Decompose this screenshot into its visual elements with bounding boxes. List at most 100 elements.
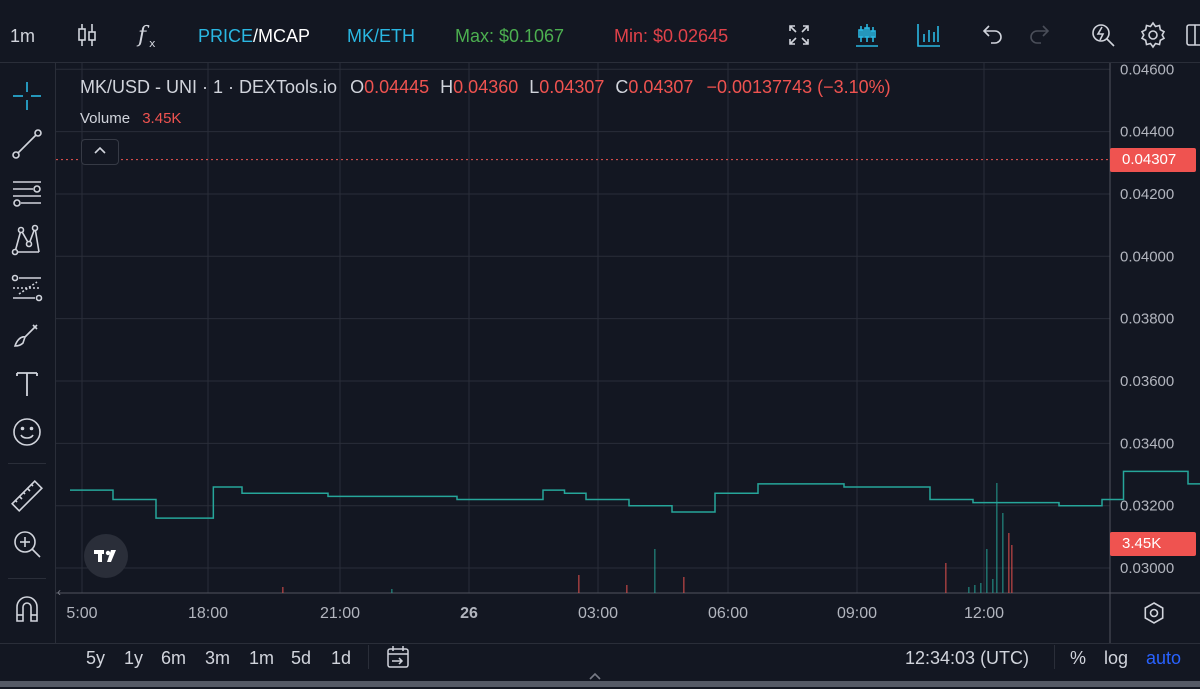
volume-label: Volume: [80, 110, 131, 127]
ohlc-legend: MK/USD - UNI · 1 · DEXTools.io O0.04445 …: [80, 77, 891, 98]
toolbar-separator-2: [8, 578, 46, 579]
price-chart[interactable]: 0.04600 0.04400 0.04200 0.04000 0.03800 0.036…: [56, 63, 1200, 643]
close-label: C: [615, 77, 629, 97]
scroll-left-chevron-icon[interactable]: ‹: [57, 585, 61, 599]
price-tick-label: 0.03600: [1120, 373, 1174, 390]
go-to-date-icon[interactable]: [384, 643, 412, 671]
quick-search-icon[interactable]: [1088, 20, 1118, 50]
volume-bar: [992, 579, 994, 593]
price-tick-label: 0.03200: [1120, 498, 1174, 515]
volume-bar: [980, 583, 982, 593]
timeframe-5y-button[interactable]: 5y: [86, 648, 106, 668]
price-tick-label: 0.04200: [1120, 186, 1174, 203]
svg-text:f: f: [136, 23, 150, 48]
forecast-tool-icon[interactable]: [9, 270, 45, 306]
auto-scale-toggle[interactable]: auto: [1146, 648, 1182, 668]
close-value: 0.04307: [628, 77, 694, 97]
volume-bar: [996, 483, 998, 593]
timeframe-1y-button[interactable]: 1y: [124, 648, 144, 668]
collapse-legend-button[interactable]: [81, 139, 119, 165]
price-mcap-toggle[interactable]: PRICE/MCAP: [198, 24, 310, 48]
volume-bar: [578, 575, 580, 593]
volume-bar: [968, 587, 970, 593]
chart-style-icon[interactable]: [852, 20, 882, 50]
tv-logo-icon: [94, 550, 116, 562]
price-line: [70, 470, 1200, 519]
volume-bars: [282, 483, 1013, 593]
volume-bar: [945, 563, 947, 593]
timeframe-1d-button[interactable]: 1d: [331, 648, 352, 668]
price-tick-label: 0.04600: [1120, 63, 1174, 78]
volume-bar: [974, 585, 976, 593]
chart-grid: [56, 63, 1200, 643]
volume-bar: [1008, 533, 1010, 593]
drawing-toolbar: [0, 63, 56, 670]
change-value: −0.00137743 (−3.10%): [706, 77, 891, 97]
time-tick-label: 12:00: [964, 605, 1004, 622]
bottom-window-edge: [0, 681, 1200, 687]
text-tool-icon[interactable]: [9, 366, 45, 402]
trend-line-icon[interactable]: [9, 126, 45, 162]
zoom-in-icon[interactable]: [9, 526, 45, 562]
timeframe-6m-button[interactable]: 6m: [161, 648, 187, 668]
mcap-option[interactable]: /MCAP: [253, 26, 311, 46]
volume-legend: Volume 3.45K: [80, 110, 181, 127]
magnet-icon[interactable]: [9, 591, 45, 627]
toolbar-separator: [8, 463, 46, 464]
time-tick-label: 21:00: [320, 605, 360, 622]
volume-badge: 3.45K: [1110, 532, 1196, 556]
emoji-icon[interactable]: [9, 414, 45, 450]
log-scale-toggle[interactable]: log: [1104, 648, 1129, 668]
open-label: O: [350, 77, 365, 97]
undo-icon[interactable]: [976, 20, 1006, 50]
chevron-up-icon: [94, 146, 106, 154]
toolbar-divider: [0, 62, 1200, 63]
high-label: H: [440, 77, 454, 97]
chart-area[interactable]: 0.04600 0.04400 0.04200 0.04000 0.03800 0.036…: [56, 63, 1200, 643]
drag-handle-icon[interactable]: [588, 670, 602, 684]
price-tick-label: 0.03000: [1120, 560, 1174, 577]
timeframe-3m-button[interactable]: 3m: [205, 648, 231, 668]
timeframe-5d-button[interactable]: 5d: [291, 648, 312, 668]
axis-settings-icon[interactable]: [1141, 600, 1167, 626]
time-tick-label: 5:00: [66, 605, 97, 622]
symbol-title[interactable]: MK/USD - UNI · 1 · DEXTools.io: [80, 77, 338, 97]
last-price-badge: 0.04307: [1110, 148, 1196, 172]
time-tick-label: 26: [460, 605, 478, 622]
timeframe-1m-button[interactable]: 1m: [249, 648, 275, 668]
tradingview-logo[interactable]: [84, 534, 128, 578]
ruler-icon[interactable]: [9, 478, 45, 514]
bottom-toolbar: [0, 643, 1200, 688]
volume-bar: [986, 549, 988, 593]
crosshair-icon[interactable]: [9, 78, 45, 114]
time-tick-label: 18:00: [188, 605, 228, 622]
fib-lines-icon[interactable]: [9, 174, 45, 210]
settings-gear-icon[interactable]: [1138, 20, 1168, 50]
utc-clock[interactable]: 12:34:03 (UTC): [905, 648, 1030, 668]
percent-scale-toggle[interactable]: %: [1070, 648, 1087, 668]
time-tick-label: 09:00: [837, 605, 877, 622]
fullscreen-icon[interactable]: [784, 20, 814, 50]
brush-icon[interactable]: [9, 318, 45, 354]
pair-toggle[interactable]: MK/ETH: [347, 26, 416, 46]
low-label: L: [529, 77, 540, 97]
max-price-label: Max: $0.1067: [455, 26, 565, 46]
interval-button[interactable]: 1m: [10, 26, 36, 46]
open-value: 0.04445: [364, 77, 430, 97]
price-option[interactable]: PRICE: [198, 26, 254, 46]
candles-icon[interactable]: [72, 20, 102, 50]
redo-icon[interactable]: [1026, 20, 1056, 50]
layout-icon[interactable]: [1183, 20, 1200, 50]
pattern-tool-icon[interactable]: [9, 222, 45, 258]
bottom-separator-2: [1054, 645, 1055, 669]
volume-value: 3.45K: [142, 110, 182, 127]
high-value: 0.04360: [453, 77, 519, 97]
bottom-separator: [368, 645, 369, 669]
volume-bar: [1011, 545, 1013, 593]
price-axis: 0.04600 0.04400 0.04200 0.04000 0.03800 0.036…: [1120, 63, 1174, 577]
volume-bars-icon[interactable]: [914, 20, 944, 50]
price-tick-label: 0.03400: [1120, 435, 1174, 452]
time-axis: 5:00 18:00 21:00 26 03:00 06:00 09:00 12:00: [66, 605, 1004, 622]
